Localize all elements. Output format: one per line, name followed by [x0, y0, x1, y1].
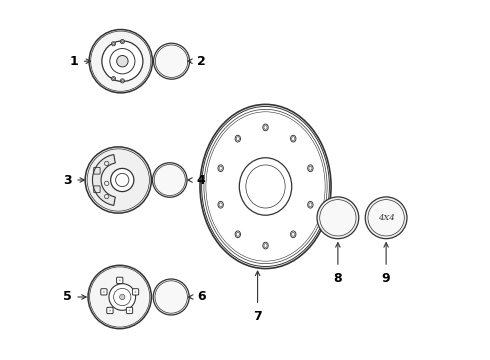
Ellipse shape	[235, 231, 241, 238]
Circle shape	[117, 55, 128, 67]
Circle shape	[122, 40, 123, 43]
Circle shape	[88, 265, 151, 329]
Circle shape	[154, 165, 185, 195]
FancyBboxPatch shape	[117, 277, 123, 284]
Circle shape	[155, 281, 187, 313]
Bar	[327, 216, 337, 220]
Text: 7: 7	[253, 310, 262, 323]
Text: 4: 4	[196, 174, 205, 186]
FancyBboxPatch shape	[107, 307, 113, 314]
FancyBboxPatch shape	[101, 289, 107, 295]
Circle shape	[111, 77, 116, 81]
Circle shape	[153, 43, 190, 79]
Text: 5: 5	[63, 291, 72, 303]
Bar	[163, 59, 171, 63]
FancyBboxPatch shape	[126, 307, 133, 314]
Ellipse shape	[291, 231, 296, 238]
Circle shape	[319, 200, 356, 236]
Circle shape	[120, 294, 125, 300]
Ellipse shape	[263, 242, 268, 249]
Polygon shape	[93, 154, 115, 206]
Ellipse shape	[263, 124, 268, 131]
Bar	[172, 295, 180, 299]
Circle shape	[103, 291, 105, 293]
Text: 2: 2	[197, 55, 206, 68]
Circle shape	[121, 79, 124, 83]
Circle shape	[365, 197, 407, 239]
Circle shape	[111, 168, 134, 192]
Circle shape	[121, 40, 124, 44]
Text: 9: 9	[382, 272, 391, 285]
Circle shape	[119, 279, 121, 281]
Ellipse shape	[218, 165, 223, 172]
Circle shape	[155, 45, 188, 77]
Bar	[161, 178, 169, 182]
Text: 4X4: 4X4	[378, 214, 394, 222]
Text: 8: 8	[334, 272, 342, 285]
Ellipse shape	[235, 135, 241, 142]
Circle shape	[111, 42, 116, 46]
Circle shape	[85, 147, 151, 213]
Circle shape	[109, 310, 111, 311]
Circle shape	[153, 279, 189, 315]
Circle shape	[109, 284, 136, 310]
FancyBboxPatch shape	[132, 289, 139, 295]
Ellipse shape	[102, 41, 143, 81]
Ellipse shape	[239, 158, 292, 215]
Circle shape	[368, 200, 404, 236]
Ellipse shape	[218, 201, 223, 208]
Circle shape	[317, 197, 359, 239]
Ellipse shape	[291, 135, 296, 142]
Bar	[163, 295, 171, 299]
Circle shape	[112, 43, 115, 45]
Bar	[171, 178, 178, 182]
Text: 6: 6	[197, 291, 206, 303]
Circle shape	[112, 77, 115, 80]
Text: 3: 3	[63, 174, 72, 186]
Circle shape	[122, 80, 123, 82]
Bar	[172, 59, 180, 63]
Circle shape	[128, 310, 130, 311]
Text: 1: 1	[69, 55, 78, 68]
Ellipse shape	[308, 201, 313, 208]
Ellipse shape	[308, 165, 313, 172]
Bar	[339, 216, 348, 220]
Circle shape	[152, 163, 187, 197]
Circle shape	[89, 30, 152, 93]
Circle shape	[135, 291, 137, 293]
